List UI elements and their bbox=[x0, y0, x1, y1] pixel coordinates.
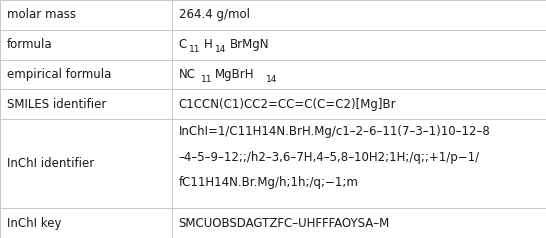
Bar bbox=[0, 119, 172, 208]
Text: InChI key: InChI key bbox=[7, 217, 61, 230]
Bar bbox=[0, 208, 172, 238]
Text: C1CCN(C1)CC2=CC=C(C=C2)[Mg]Br: C1CCN(C1)CC2=CC=C(C=C2)[Mg]Br bbox=[179, 98, 396, 111]
Text: empirical formula: empirical formula bbox=[7, 68, 111, 81]
Text: formula: formula bbox=[7, 38, 52, 51]
Bar bbox=[0, 30, 172, 60]
Text: 11: 11 bbox=[189, 45, 201, 54]
Bar bbox=[172, 208, 546, 238]
Bar bbox=[172, 0, 546, 30]
Text: 264.4 g/mol: 264.4 g/mol bbox=[179, 8, 250, 21]
Text: InChI=1/C11H14N.BrH.Mg/c1–2–6–11(7–3–1)10–12–8: InChI=1/C11H14N.BrH.Mg/c1–2–6–11(7–3–1)1… bbox=[179, 125, 490, 138]
Text: molar mass: molar mass bbox=[7, 8, 75, 21]
Text: C: C bbox=[179, 38, 187, 51]
Text: H: H bbox=[204, 38, 213, 51]
Text: 14: 14 bbox=[266, 75, 278, 84]
Bar bbox=[172, 60, 546, 89]
Text: MgBrH: MgBrH bbox=[215, 68, 255, 81]
Bar bbox=[172, 89, 546, 119]
Text: 14: 14 bbox=[215, 45, 227, 54]
Text: InChI identifier: InChI identifier bbox=[7, 157, 94, 170]
Bar bbox=[0, 89, 172, 119]
Text: –4–5–9–12;;/h2–3,6–7H,4–5,8–10H2;1H;/q;;+1/p−1/: –4–5–9–12;;/h2–3,6–7H,4–5,8–10H2;1H;/q;;… bbox=[179, 151, 480, 164]
Bar bbox=[172, 119, 546, 208]
Text: BrMgN: BrMgN bbox=[230, 38, 270, 51]
Text: NC: NC bbox=[179, 68, 195, 81]
Bar bbox=[172, 30, 546, 60]
Text: SMILES identifier: SMILES identifier bbox=[7, 98, 106, 111]
Text: fC11H14N.Br.Mg/h;1h;/q;−1;m: fC11H14N.Br.Mg/h;1h;/q;−1;m bbox=[179, 176, 358, 189]
Bar bbox=[0, 0, 172, 30]
Text: SMCUOBSDAGTZFC–UHFFFAOYSA–M: SMCUOBSDAGTZFC–UHFFFAOYSA–M bbox=[179, 217, 390, 230]
Bar bbox=[0, 60, 172, 89]
Text: 11: 11 bbox=[200, 75, 212, 84]
